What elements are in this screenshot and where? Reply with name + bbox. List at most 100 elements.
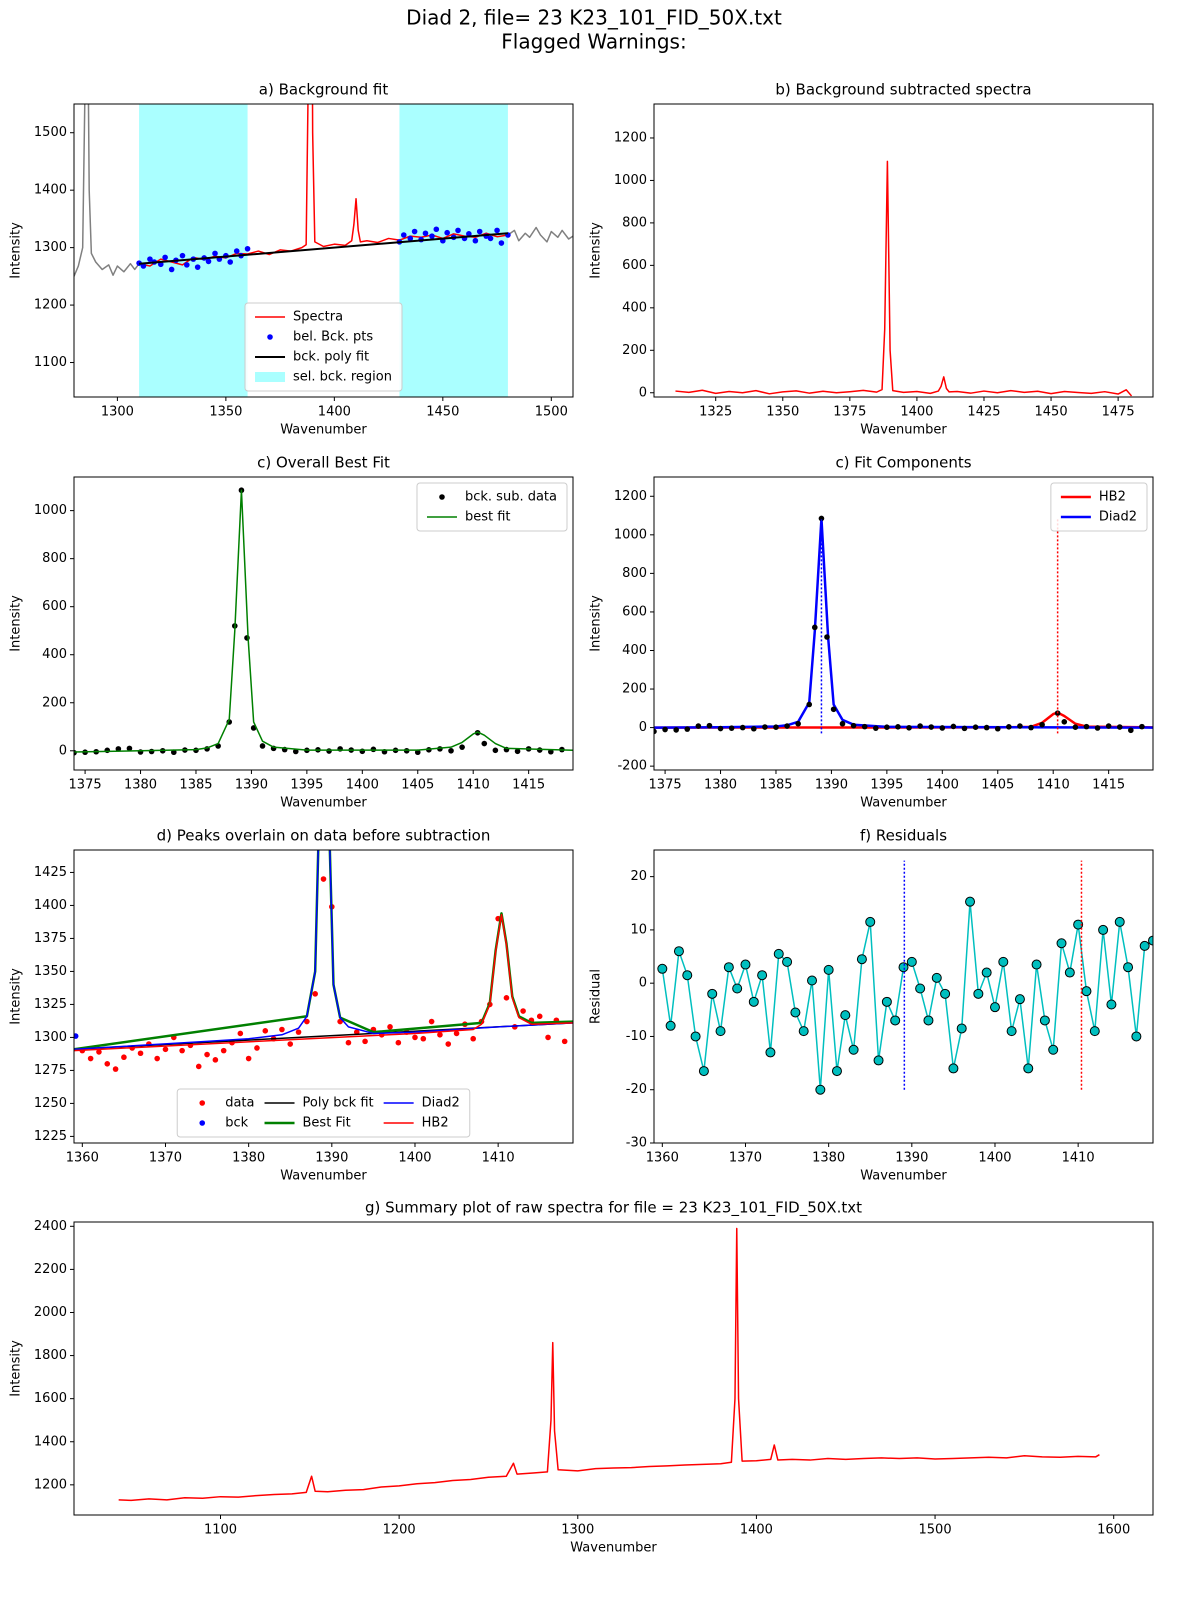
data-point xyxy=(861,723,868,730)
y-tick-label: 1350 xyxy=(34,964,67,979)
x-tick-label: 1395 xyxy=(870,778,903,793)
data-point xyxy=(545,1034,551,1041)
x-tick-label: 1370 xyxy=(149,1151,182,1166)
legend-label: Poly bck fit xyxy=(303,1096,374,1111)
data-point xyxy=(320,876,327,882)
data-point xyxy=(455,227,461,234)
data-point xyxy=(121,1054,127,1061)
x-tick-label: 1325 xyxy=(699,405,732,420)
chart-title: b) Background subtracted spectra xyxy=(775,81,1031,99)
y-axis-label: Residual xyxy=(589,969,604,1024)
data-point xyxy=(931,972,942,983)
y-tick-label: 20 xyxy=(630,869,647,884)
x-tick-label: 1390 xyxy=(895,1151,928,1166)
y-tick-label: 200 xyxy=(622,343,647,358)
axes-frame xyxy=(73,1221,1154,1516)
data-point xyxy=(795,720,801,727)
data-point xyxy=(233,248,240,254)
y-tick-label: 1325 xyxy=(34,997,67,1012)
legend-swatch xyxy=(199,1120,206,1126)
data-point xyxy=(227,259,234,265)
y-tick-label: -10 xyxy=(626,1029,647,1044)
data-point xyxy=(262,1028,269,1034)
series-line xyxy=(654,517,1153,729)
x-tick-label: 1400 xyxy=(926,778,959,793)
data-point xyxy=(690,1031,701,1042)
data-point xyxy=(940,988,951,999)
x-tick-label: 1405 xyxy=(981,778,1014,793)
series-line xyxy=(74,104,573,277)
data-point xyxy=(994,725,1001,732)
data-point xyxy=(906,956,917,967)
y-tick-label: 600 xyxy=(42,599,67,614)
y-tick-label: 800 xyxy=(622,215,647,230)
data-point xyxy=(1039,1015,1050,1026)
data-point xyxy=(520,1008,526,1014)
plot-area xyxy=(675,160,1133,397)
y-tick-label: -200 xyxy=(617,759,647,774)
data-point xyxy=(989,1002,1000,1013)
data-point xyxy=(740,959,751,970)
data-point xyxy=(1072,724,1079,731)
data-point xyxy=(412,1034,418,1041)
data-point xyxy=(1105,723,1112,729)
data-point xyxy=(973,988,984,999)
x-tick-label: 1415 xyxy=(1092,778,1125,793)
chart-title: a) Background fit xyxy=(259,81,389,99)
y-tick-label: 1000 xyxy=(614,527,647,542)
x-tick-label: 1350 xyxy=(209,405,242,420)
data-point xyxy=(1031,959,1042,970)
chart-title: g) Summary plot of raw spectra for file … xyxy=(365,1199,862,1218)
series-line xyxy=(118,1227,1100,1502)
data-point xyxy=(707,988,718,999)
data-point xyxy=(757,970,768,981)
data-point xyxy=(184,262,190,268)
legend-box xyxy=(1050,482,1148,532)
data-point xyxy=(147,256,153,262)
y-tick-label: 0 xyxy=(639,976,647,991)
data-point xyxy=(773,724,779,731)
legend: data bck Poly bck fit Best Fit Diad2 HB2 xyxy=(176,1088,471,1138)
data-point xyxy=(1131,1031,1142,1042)
data-point xyxy=(304,1018,310,1025)
y-axis-label: Intensity xyxy=(589,222,604,279)
plot-area xyxy=(654,515,1153,735)
axes-frame xyxy=(653,103,1154,398)
y-tick-label: 1600 xyxy=(34,1391,67,1406)
legend-swatch xyxy=(267,334,273,340)
y-tick-label: 1200 xyxy=(614,489,647,504)
y-tick-label: -20 xyxy=(626,1082,647,1097)
data-point xyxy=(806,701,813,708)
data-point xyxy=(948,1063,959,1074)
legend-box xyxy=(416,482,568,532)
x-axis-label: Wavenumber xyxy=(860,796,947,811)
legend-label: Spectra xyxy=(293,310,343,325)
y-tick-label: 600 xyxy=(622,604,647,619)
data-point xyxy=(459,744,465,750)
x-tick-label: 1400 xyxy=(346,778,379,793)
data-point xyxy=(1006,724,1012,730)
data-point xyxy=(204,1051,210,1058)
data-point xyxy=(1116,724,1123,730)
y-axis-label: Intensity xyxy=(9,222,24,279)
y-tick-label: 1250 xyxy=(34,1096,67,1111)
x-tick-label: 1360 xyxy=(66,1151,99,1166)
legend-label: HB2 xyxy=(422,1116,449,1131)
x-tick-label: 1390 xyxy=(235,778,268,793)
x-tick-label: 1400 xyxy=(740,1523,773,1538)
series-line xyxy=(74,850,573,1051)
data-point xyxy=(212,1057,219,1063)
data-point xyxy=(850,722,857,729)
legend: Spectra bel. Bck. pts bck. poly fit sel. bc… xyxy=(244,302,403,392)
y-tick-label: 2000 xyxy=(34,1305,67,1320)
data-point xyxy=(395,1039,402,1046)
data-point xyxy=(1128,727,1134,734)
y-tick-label: 200 xyxy=(622,682,647,697)
data-point xyxy=(433,226,440,233)
data-point xyxy=(939,725,946,731)
data-point xyxy=(387,1024,393,1030)
x-axis-label: Wavenumber xyxy=(280,423,367,438)
y-axis-label: Intensity xyxy=(9,968,24,1025)
data-point xyxy=(950,723,957,730)
data-point xyxy=(739,724,746,731)
